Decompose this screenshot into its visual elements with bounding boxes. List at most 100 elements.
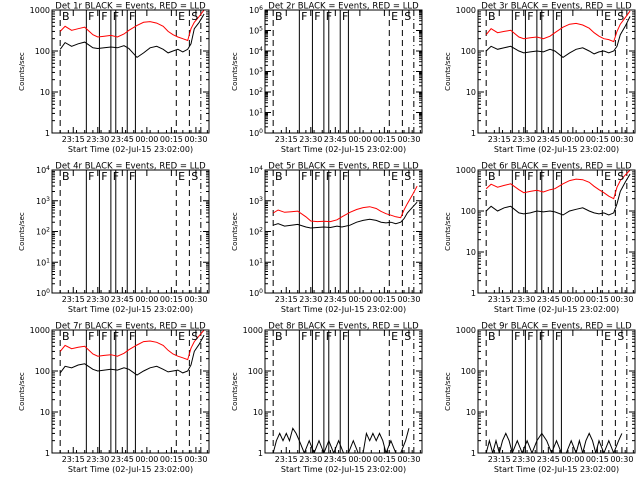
y-tick-label: 101	[249, 108, 263, 118]
y-tick-label: 1	[258, 449, 263, 458]
panel-title: Det 8r BLACK = Events, RED = LLD	[268, 322, 419, 332]
x-tick-label: 00:00	[348, 455, 371, 464]
y-tick-label: 100	[461, 47, 476, 56]
flag-label: F	[342, 170, 348, 183]
y-tick-label: 1	[45, 129, 50, 138]
x-tick-label: 00:00	[561, 135, 584, 144]
x-axis-label: Start Time (02-Jul-15 23:02:00)	[494, 305, 619, 314]
y-tick-label: 1000	[456, 166, 476, 175]
x-axis-label: Start Time (02-Jul-15 23:02:00)	[494, 145, 619, 154]
x-tick-label: 00:30	[610, 295, 633, 304]
flag-label: F	[101, 330, 107, 343]
flag-label: B	[488, 330, 496, 343]
x-tick-label: 00:30	[397, 135, 420, 144]
flag-label: E	[391, 10, 398, 23]
x-tick-label: 00:00	[561, 295, 584, 304]
x-tick-label: 00:15	[160, 295, 183, 304]
x-axis-label: Start Time (02-Jul-15 23:02:00)	[68, 305, 193, 314]
plot-area	[272, 10, 415, 133]
plot-area	[272, 170, 418, 293]
flag-label: F	[301, 10, 307, 23]
y-tick-label: 10	[40, 88, 50, 97]
x-tick-label: 23:15	[275, 455, 298, 464]
series-line-2	[272, 185, 418, 223]
flag-label: F	[527, 330, 533, 343]
x-tick-label: 23:45	[324, 455, 347, 464]
flag-label: F	[539, 330, 545, 343]
plot-frame	[477, 169, 636, 294]
series-line-1	[485, 432, 623, 453]
x-tick-label: 23:30	[86, 455, 109, 464]
x-axis-label: Start Time (02-Jul-15 23:02:00)	[68, 145, 193, 154]
y-tick-label: 100	[249, 128, 263, 138]
x-tick-label: 00:15	[373, 455, 396, 464]
flag-label: B	[275, 170, 283, 183]
x-tick-label: 23:15	[62, 295, 85, 304]
flag-label: F	[113, 10, 119, 23]
x-tick-label: 00:00	[561, 455, 584, 464]
x-tick-label: 23:30	[512, 135, 535, 144]
x-axis-label: Start Time (02-Jul-15 23:02:00)	[281, 145, 406, 154]
y-tick-label: 1	[471, 129, 476, 138]
panel-title: Det 1r BLACK = Events, RED = LLD	[55, 2, 206, 12]
flag-label: B	[275, 10, 283, 23]
x-tick-label: 00:15	[160, 135, 183, 144]
x-tick-label: 00:30	[397, 295, 420, 304]
y-tick-label: 100	[35, 367, 50, 376]
flag-label: F	[539, 10, 545, 23]
flag-label: E	[391, 170, 398, 183]
flag-label: S	[191, 170, 198, 183]
y-tick-label: 10	[466, 88, 476, 97]
flag-label: E	[604, 330, 611, 343]
flag-label: S	[617, 10, 624, 23]
flag-label: F	[129, 10, 135, 23]
panel-title: Det 6r BLACK = Events, RED = LLD	[481, 162, 632, 172]
y-axis-label: Counts/sec	[444, 372, 452, 411]
x-tick-label: 00:30	[184, 295, 207, 304]
y-tick-label: 104	[249, 165, 263, 175]
flag-label: F	[113, 170, 119, 183]
plot-area	[59, 330, 205, 453]
y-tick-label: 101	[36, 257, 50, 267]
panel-title: Det 9r BLACK = Events, RED = LLD	[481, 322, 632, 332]
flag-label: F	[555, 170, 561, 183]
flag-label: F	[326, 170, 332, 183]
y-axis-label: Counts/sec	[231, 212, 239, 251]
series-line-1	[485, 173, 631, 216]
series-line-1	[485, 16, 631, 59]
x-tick-label: 00:30	[184, 455, 207, 464]
series-line-2	[485, 10, 631, 43]
x-tick-label: 23:30	[299, 295, 322, 304]
x-tick-label: 23:15	[62, 135, 85, 144]
y-tick-label: 102	[249, 87, 263, 97]
series-line-1	[273, 201, 418, 229]
plot-area	[485, 170, 631, 293]
panel-title: Det 2r BLACK = Events, RED = LLD	[268, 2, 419, 12]
series-line-2	[485, 170, 631, 200]
y-tick-label: 1	[471, 289, 476, 298]
x-tick-label: 00:00	[348, 135, 371, 144]
series-line-1	[272, 427, 410, 453]
flag-label: F	[539, 170, 545, 183]
x-tick-label: 00:00	[135, 295, 158, 304]
y-tick-label: 100	[461, 367, 476, 376]
x-tick-label: 00:15	[373, 295, 396, 304]
plot-frame	[264, 329, 423, 454]
panel-title: Det 5r BLACK = Events, RED = LLD	[268, 162, 419, 172]
series-line-1	[59, 13, 205, 59]
y-axis-label: Counts/sec	[444, 52, 452, 91]
y-tick-label: 1	[471, 449, 476, 458]
series-line-2	[59, 10, 205, 42]
flag-label: S	[617, 170, 624, 183]
flag-label: F	[113, 330, 119, 343]
plot-frame	[477, 9, 636, 134]
x-axis-label: Start Time (02-Jul-15 23:02:00)	[281, 465, 406, 474]
y-tick-label: 1000	[243, 326, 263, 335]
x-axis-label: Start Time (02-Jul-15 23:02:00)	[68, 465, 193, 474]
flag-label: F	[514, 170, 520, 183]
